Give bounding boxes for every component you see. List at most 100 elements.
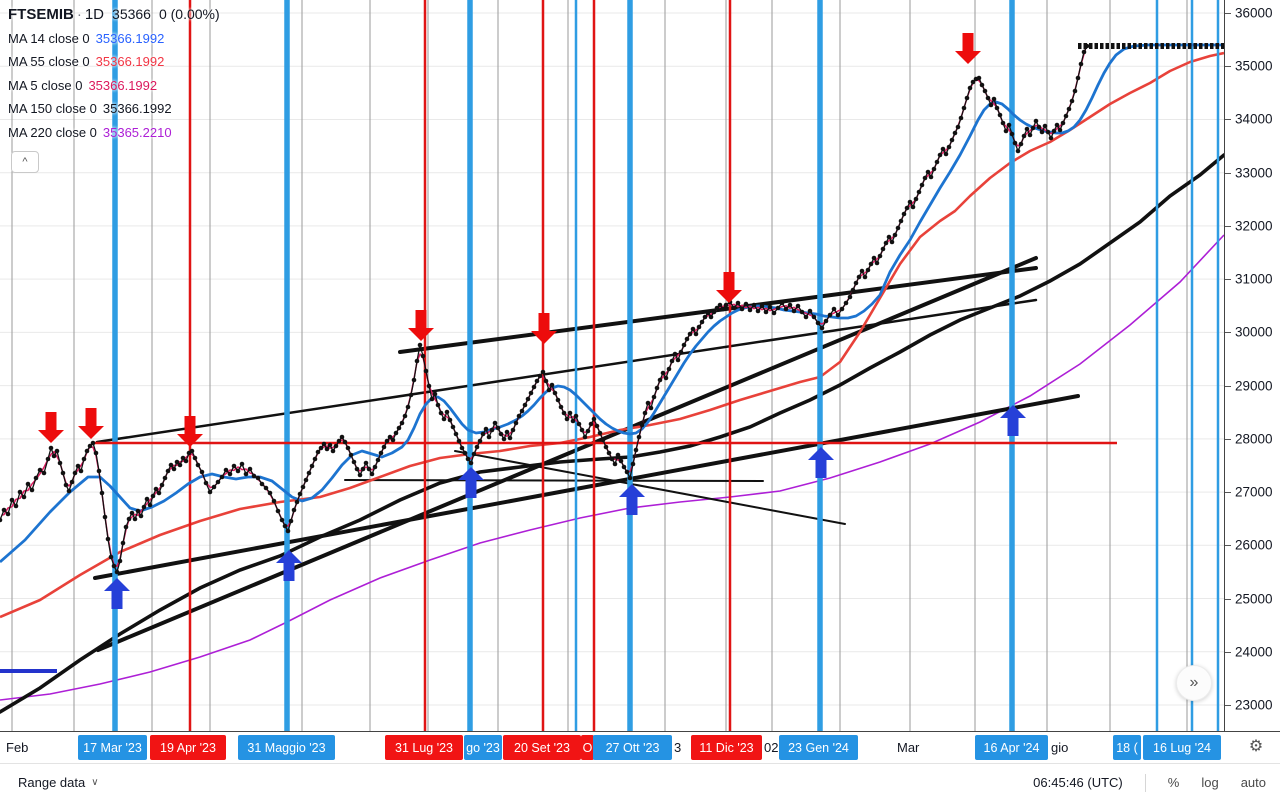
toolbar-divider bbox=[1144, 773, 1146, 792]
legend-collapse-button[interactable]: ^ bbox=[11, 151, 39, 173]
chart-canvas[interactable] bbox=[0, 0, 1224, 731]
scroll-to-latest-button[interactable]: » bbox=[1176, 665, 1212, 701]
price-change: 0 (0.00%) bbox=[158, 6, 220, 22]
auto-scale-button[interactable]: auto bbox=[1240, 775, 1266, 790]
y-axis-tick bbox=[1225, 438, 1231, 440]
ma-14-line bbox=[0, 43, 1224, 564]
buy-signal-arrow bbox=[619, 484, 645, 515]
title-separator: · bbox=[76, 6, 82, 23]
symbol-name: FTSEMIB bbox=[8, 6, 74, 23]
y-axis-tick bbox=[1225, 225, 1231, 227]
symbol-title: FTSEMIB · 1D 35366 0 (0.00%) bbox=[8, 3, 220, 27]
date-flag: 23 Gen '24 bbox=[779, 735, 858, 760]
y-axis-tick bbox=[1225, 492, 1231, 494]
y-axis-tick bbox=[1225, 651, 1231, 653]
ma-label: MA 150 close 0 bbox=[8, 101, 97, 116]
date-flag: 31 Lug '23 bbox=[385, 735, 463, 760]
date-flag: 31 Maggio '23 bbox=[238, 735, 335, 760]
y-axis-label: 33000 bbox=[1235, 165, 1273, 181]
legend-ma-row: MA 55 close 0 35366.1992 bbox=[8, 50, 220, 74]
ma-value: 35366.1992 bbox=[95, 54, 165, 69]
y-axis-label: 25000 bbox=[1235, 591, 1273, 607]
ma-label: MA 14 close 0 bbox=[8, 30, 90, 46]
chevron-down-icon: ∨ bbox=[91, 777, 99, 788]
ma-label: MA 220 close 0 bbox=[8, 124, 97, 140]
chart-plot-area[interactable] bbox=[0, 0, 1224, 731]
timeframe-label: 1D bbox=[84, 6, 105, 23]
y-axis-tick bbox=[1225, 13, 1231, 14]
legend-ma-row: MA 14 close 0 35366.1992 bbox=[8, 27, 220, 51]
ma-label: MA 5 close 0 bbox=[8, 77, 83, 93]
sell-signal-arrow bbox=[38, 412, 64, 443]
y-axis-tick bbox=[1225, 66, 1231, 68]
y-axis-label: 27000 bbox=[1235, 484, 1273, 500]
sell-signal-arrow bbox=[408, 310, 434, 341]
ma-label: MA 55 close 0 bbox=[8, 54, 90, 69]
y-axis-label: 26000 bbox=[1235, 537, 1273, 553]
sell-signal-arrow bbox=[531, 313, 557, 344]
x-axis-label: 3 bbox=[674, 740, 682, 755]
y-axis-label: 36000 bbox=[1235, 5, 1273, 21]
sell-signal-arrow bbox=[177, 416, 203, 447]
ma-value: 35366.1992 bbox=[88, 77, 158, 93]
double-chevron-right-icon: » bbox=[1189, 674, 1199, 691]
y-axis-label: 30000 bbox=[1235, 324, 1273, 340]
x-axis-label: Feb bbox=[6, 740, 29, 755]
date-flag: O bbox=[581, 735, 594, 760]
y-axis-label: 35000 bbox=[1235, 58, 1273, 74]
buy-signal-arrow bbox=[104, 578, 130, 609]
buy-signal-arrow bbox=[1000, 405, 1026, 436]
trend-line bbox=[344, 479, 764, 482]
date-flag: 17 Mar '23 bbox=[78, 735, 147, 760]
y-axis-label: 29000 bbox=[1235, 378, 1273, 394]
legend-ma-row: MA 5 close 0 35366.1992 bbox=[8, 74, 220, 98]
trend-line bbox=[93, 394, 1080, 580]
range-data-dropdown[interactable]: Range data ∨ bbox=[18, 764, 99, 800]
buy-signal-arrow bbox=[276, 550, 302, 581]
date-flag: 18 ( bbox=[1113, 735, 1141, 760]
sell-signal-arrow bbox=[78, 408, 104, 439]
clock-utc: 06:45:46 (UTC) bbox=[1033, 775, 1123, 790]
sell-signal-arrow bbox=[716, 272, 742, 303]
date-flag: 11 Dic '23 bbox=[691, 735, 762, 760]
y-axis-tick bbox=[1225, 705, 1231, 706]
trend-line bbox=[96, 256, 1038, 652]
price-series-dots bbox=[0, 43, 1090, 575]
ma-value: 35366.1992 bbox=[95, 30, 165, 46]
date-flag: 19 Apr '23 bbox=[150, 735, 226, 760]
y-axis-label: 24000 bbox=[1235, 644, 1273, 660]
y-axis-tick bbox=[1225, 385, 1231, 387]
buy-signal-arrow bbox=[808, 447, 834, 478]
ma-value: 35365.2210 bbox=[102, 124, 172, 140]
y-axis-label: 31000 bbox=[1235, 271, 1273, 287]
y-axis-tick bbox=[1225, 332, 1231, 334]
sell-signal-arrow bbox=[955, 33, 981, 64]
chart-legend: FTSEMIB · 1D 35366 0 (0.00%) MA 14 close 0 35… bbox=[8, 3, 220, 144]
ma-150-line bbox=[0, 153, 1224, 714]
trend-line bbox=[95, 298, 1038, 444]
date-flag: 16 Lug '24 bbox=[1143, 735, 1221, 760]
ma-220-line bbox=[0, 234, 1224, 701]
date-flag: 27 Ott '23 bbox=[593, 735, 672, 760]
trend-line bbox=[454, 450, 846, 525]
y-axis-tick bbox=[1225, 119, 1231, 121]
last-price: 35366 bbox=[112, 6, 151, 22]
date-flag: 16 Apr '24 bbox=[975, 735, 1048, 760]
y-axis-label: 34000 bbox=[1235, 111, 1273, 127]
y-axis-tick bbox=[1225, 279, 1231, 281]
legend-ma-row: MA 150 close 0 35366.1992 bbox=[8, 97, 220, 121]
x-axis-label: gio bbox=[1051, 740, 1069, 755]
price-axis[interactable]: 36000 35000 34000 33000 32000 31000 30000 29000… bbox=[1224, 0, 1280, 731]
y-axis-tick bbox=[1225, 172, 1231, 174]
date-flag: go '23 bbox=[464, 735, 502, 760]
bottom-toolbar: Range data ∨ 06:45:46 (UTC) % log auto bbox=[0, 763, 1280, 800]
axis-settings-button[interactable]: ⚙ bbox=[1240, 734, 1272, 758]
time-axis[interactable]: 17 Mar '23 19 Apr '23 31 Maggio '23 31 Lug … bbox=[0, 731, 1280, 764]
log-scale-button[interactable]: log bbox=[1201, 775, 1219, 790]
y-axis-label: 23000 bbox=[1235, 697, 1273, 713]
y-axis-tick bbox=[1225, 545, 1231, 547]
chevron-up-icon: ^ bbox=[22, 156, 28, 168]
x-axis-label: Mar bbox=[897, 740, 920, 755]
percent-scale-button[interactable]: % bbox=[1167, 775, 1180, 790]
